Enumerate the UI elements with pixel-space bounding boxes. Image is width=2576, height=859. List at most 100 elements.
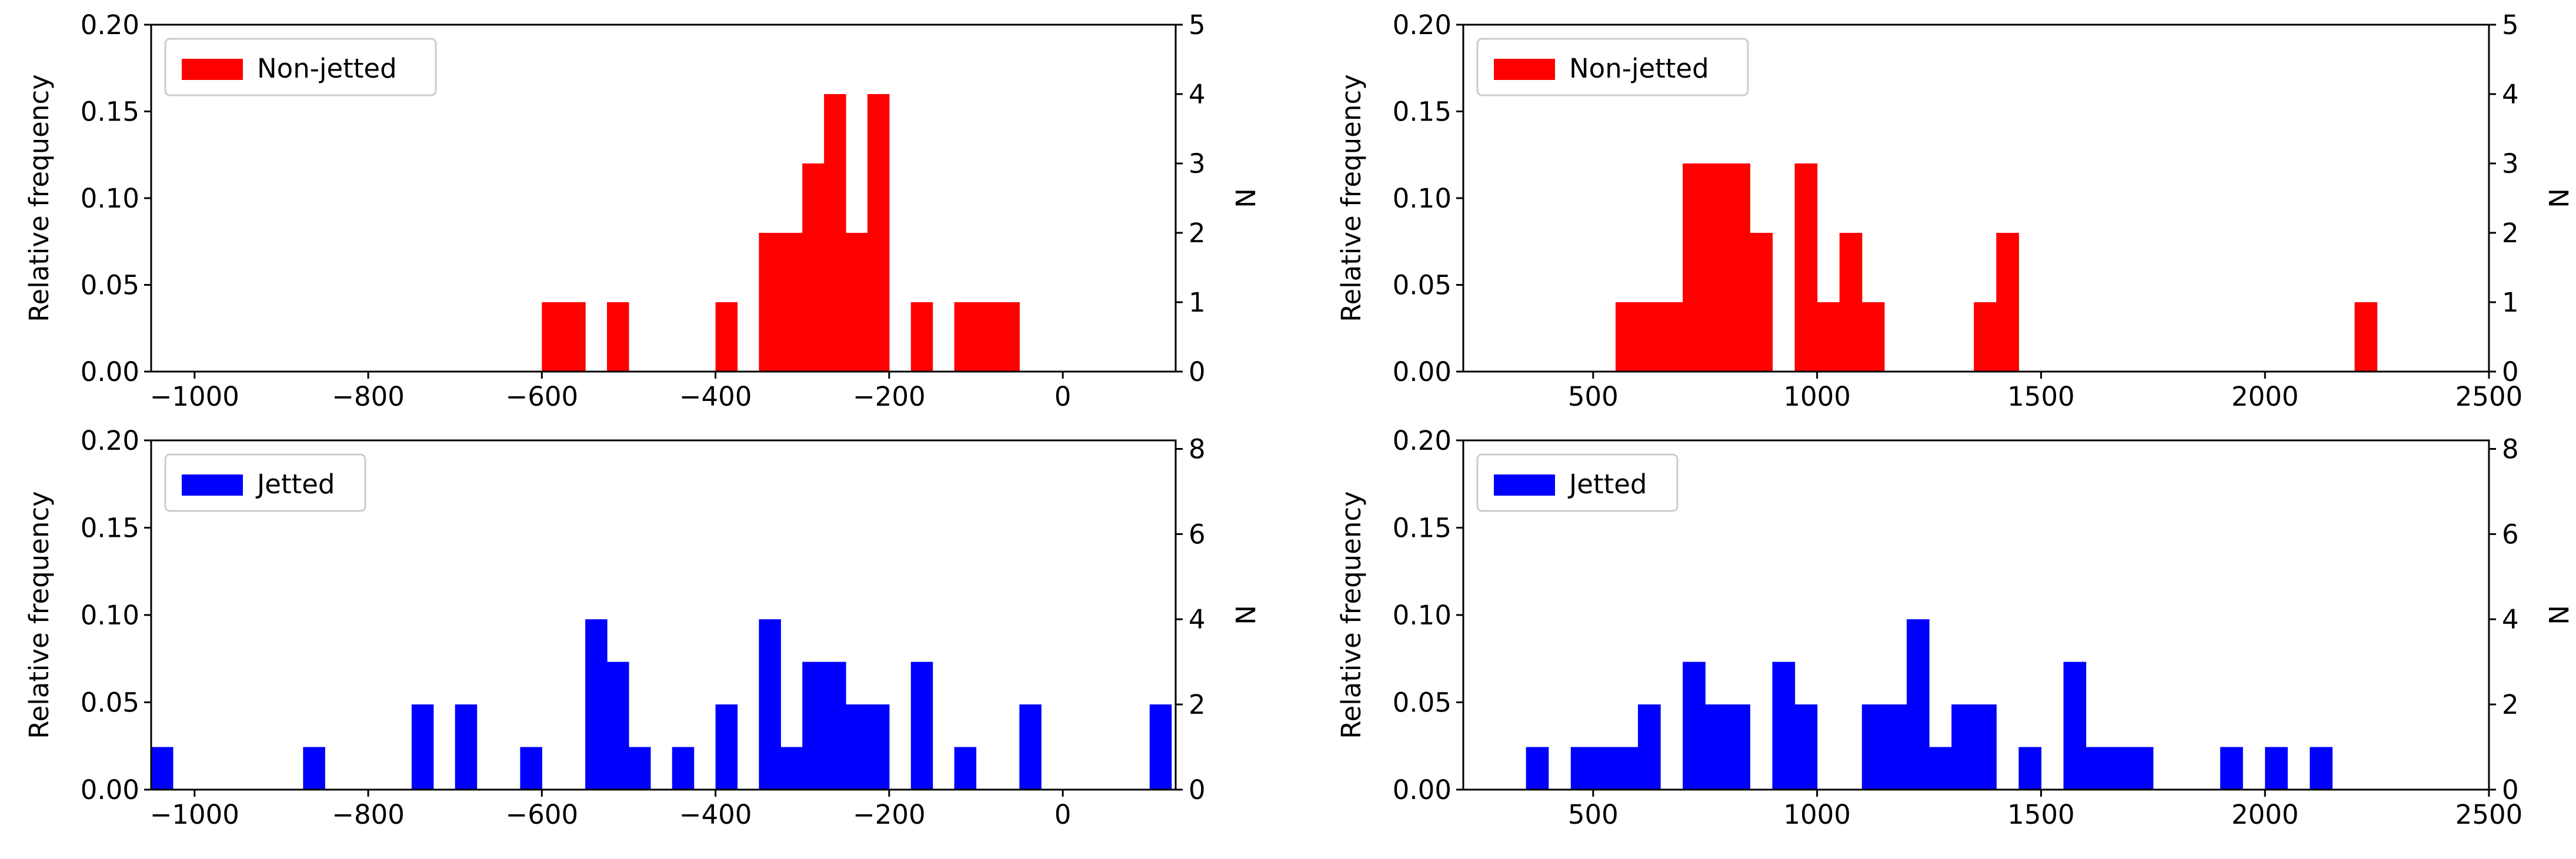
bar	[2354, 302, 2378, 372]
x-tick-label: 1000	[1783, 799, 1851, 830]
bar	[2086, 747, 2109, 790]
chart-panel-4: 500 1000 1500 2000 2500 0.00 0.05 0.10 0.15 0.20 0…	[1336, 425, 2574, 830]
y-tick-label: 0.00	[1393, 356, 1451, 387]
x-tick-label: 0	[1055, 799, 1072, 830]
bar	[824, 661, 846, 790]
y-tick-label: 0.00	[81, 774, 139, 805]
right-tick-label: 5	[1189, 9, 1206, 41]
y-axis-label: Relative frequency	[24, 491, 55, 738]
x-tick-label: −600	[506, 799, 579, 830]
bar	[1705, 704, 1728, 790]
legend-swatch	[182, 59, 243, 80]
bar	[954, 302, 977, 372]
bar	[1638, 704, 1661, 790]
bar	[1951, 704, 1974, 790]
right-tick-label: 1	[2502, 287, 2519, 318]
bar	[759, 233, 781, 372]
bar	[542, 302, 564, 372]
right-tick-label: 1	[1189, 287, 1206, 318]
bar	[2108, 747, 2131, 790]
bar	[1884, 704, 1907, 790]
bar	[802, 163, 825, 372]
legend-label: Jetted	[1567, 469, 1647, 500]
right-tick-label: 2	[2502, 689, 2519, 720]
chart-panel-2: 500 1000 1500 2000 2500 0.00 0.05 0.10 0.15 0.20 0…	[1336, 9, 2574, 412]
bars	[542, 94, 1020, 372]
y-tick-label: 0.05	[81, 687, 139, 718]
bar	[1861, 302, 1885, 372]
y-tick-label: 0.10	[1393, 600, 1451, 631]
right-tick-label: 3	[1189, 148, 1206, 179]
bar	[1839, 233, 1863, 372]
bar	[1615, 747, 1639, 790]
y-tick-label: 0.20	[1393, 425, 1451, 456]
bar	[455, 704, 478, 790]
bar	[846, 704, 868, 790]
x-tick-label: 1500	[2007, 799, 2075, 830]
bar	[715, 302, 738, 372]
bar	[1705, 163, 1728, 372]
legend-box	[164, 453, 366, 512]
y-tick-label: 0.15	[81, 513, 139, 544]
right-tick-label: 4	[1189, 604, 1206, 635]
right-tick-label: 2	[1189, 218, 1206, 249]
y-tick-label: 0.20	[81, 9, 139, 41]
bar	[1526, 747, 1549, 790]
legend-box	[164, 38, 437, 96]
bar	[1974, 302, 1997, 372]
bar	[585, 619, 608, 790]
x-tick-label: 1000	[1783, 381, 1851, 412]
bar	[2130, 747, 2154, 790]
bar	[2018, 747, 2042, 790]
y-tick-label: 0.05	[1393, 687, 1451, 718]
bar	[780, 233, 803, 372]
legend-label: Non-jetted	[257, 53, 397, 84]
bar	[1019, 704, 1042, 790]
y-tick-label: 0.20	[1393, 9, 1451, 41]
y-tick-label: 0.20	[81, 425, 139, 456]
y-tick-label: 0.10	[81, 600, 139, 631]
y-tick-label: 0.00	[1393, 774, 1451, 805]
bar	[715, 704, 738, 790]
x-tick-label: −200	[853, 381, 926, 412]
bar	[802, 661, 825, 790]
chart-panel-1: −1000 −800 −600 −400 −200 0 0.00 0.05 0.10 0.15 0.…	[24, 9, 1260, 412]
bars	[1615, 163, 2378, 372]
bar	[1727, 163, 1751, 372]
bar	[954, 747, 977, 790]
x-tick-label: −600	[506, 381, 579, 412]
x-tick-label: −800	[332, 381, 405, 412]
x-tick-label: 0	[1055, 381, 1072, 412]
x-tick-label: 2000	[2231, 381, 2299, 412]
bar	[1683, 661, 1706, 790]
bar	[1794, 163, 1818, 372]
bar	[563, 302, 586, 372]
x-tick-label: −400	[679, 799, 752, 830]
bar	[628, 747, 651, 790]
right-tick-label: 6	[2502, 519, 2519, 550]
bar	[1570, 747, 1594, 790]
y-tick-label: 0.15	[81, 96, 139, 128]
x-tick-label: −800	[332, 799, 405, 830]
x-tick-label: −400	[679, 381, 752, 412]
bars	[151, 619, 1172, 790]
bar	[1727, 704, 1751, 790]
bar	[824, 94, 846, 372]
y-axis-label: Relative frequency	[1336, 491, 1367, 738]
bar	[1772, 661, 1796, 790]
right-tick-label: 5	[2502, 9, 2519, 41]
legend: Jetted	[1476, 453, 1679, 512]
bar	[2220, 747, 2243, 790]
right-tick-label: 8	[1189, 433, 1206, 464]
legend: Jetted	[164, 453, 366, 512]
right-tick-label: 2	[1189, 689, 1206, 720]
y-axis-label: Relative frequency	[24, 74, 55, 322]
y-tick-label: 0.15	[1393, 96, 1451, 128]
bar	[2310, 747, 2333, 790]
right-tick-label: 6	[1189, 519, 1206, 550]
bar	[1906, 619, 1930, 790]
bar	[2265, 747, 2288, 790]
legend-swatch	[182, 474, 243, 496]
legend-label: Jetted	[255, 469, 335, 500]
